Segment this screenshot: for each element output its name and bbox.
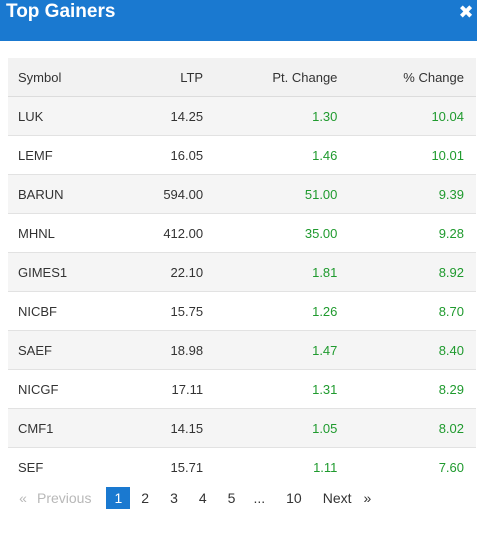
table-row[interactable]: SEF 15.71 1.11 7.60 <box>8 448 476 487</box>
table-row[interactable]: LUK 14.25 1.30 10.04 <box>8 96 476 136</box>
cell-symbol[interactable]: NICBF <box>8 291 117 331</box>
cell-pt-change: 1.81 <box>203 252 338 292</box>
page-3-button[interactable]: 3 <box>170 490 178 506</box>
cell-pt-change: 1.11 <box>313 459 338 475</box>
page-2-button[interactable]: 2 <box>141 490 150 506</box>
table-row[interactable]: BARUN 594.00 51.00 9.39 <box>8 174 476 214</box>
cell-pt-change: 1.46 <box>203 135 338 175</box>
cell-ltp: 17.11 <box>116 369 204 409</box>
table-row[interactable]: SAEF 18.98 1.47 8.40 <box>8 330 476 370</box>
cell-pct-change: 8.92 <box>337 252 476 292</box>
previous-page-button[interactable]: Previous <box>37 490 92 506</box>
page-10-button[interactable]: 10 <box>286 490 302 506</box>
column-header-ltp[interactable]: LTP <box>116 58 204 97</box>
page-5-button[interactable]: 5 <box>227 490 236 506</box>
cell-pct-change: 9.28 <box>337 213 476 253</box>
cell-ltp: 15.75 <box>116 291 204 331</box>
table-header-row: Symbol LTP Pt. Change % Change <box>8 58 476 97</box>
cell-symbol[interactable]: LUK <box>8 96 117 136</box>
table-row[interactable]: CMF1 14.15 1.05 8.02 <box>8 408 476 448</box>
table-row[interactable]: NICBF 15.75 1.26 8.70 <box>8 291 476 331</box>
page-4-button[interactable]: 4 <box>198 490 207 506</box>
cell-pct-change: 8.40 <box>337 330 476 370</box>
pagination-ellipsis: ... <box>253 490 266 506</box>
cell-pt-change: 35.00 <box>203 213 338 253</box>
cell-pt-change: 1.47 <box>203 330 338 370</box>
cell-pt-change: 1.26 <box>203 291 338 331</box>
cell-symbol[interactable]: CMF1 <box>8 408 117 448</box>
cell-pt-change: 1.30 <box>203 96 338 136</box>
cell-pct-change: 8.29 <box>337 369 476 409</box>
first-page-button[interactable]: « <box>19 490 27 506</box>
cell-ltp: 16.05 <box>116 135 204 175</box>
cell-symbol[interactable]: LEMF <box>8 135 117 175</box>
column-header-symbol[interactable]: Symbol <box>8 58 117 97</box>
cell-pt-change: 1.31 <box>203 369 338 409</box>
cell-symbol[interactable]: BARUN <box>8 174 117 214</box>
pagination: « Previous 1 2 3 4 5 ... 10 Next » <box>16 487 371 509</box>
page-1-button[interactable]: 1 <box>106 487 131 509</box>
cell-ltp: 15.71 <box>170 459 204 475</box>
cell-symbol[interactable]: SEF <box>18 459 44 475</box>
cell-ltp: 18.98 <box>116 330 204 370</box>
table-row[interactable]: LEMF 16.05 1.46 10.01 <box>8 135 476 175</box>
cell-pt-change: 1.05 <box>203 408 338 448</box>
column-header-pt-change[interactable]: Pt. Change <box>203 58 338 97</box>
table-row[interactable]: MHNL 412.00 35.00 9.28 <box>8 213 476 253</box>
dialog-title: Top Gainers <box>6 1 116 22</box>
cell-ltp: 594.00 <box>116 174 204 214</box>
cell-ltp: 412.00 <box>116 213 204 253</box>
cell-pct-change: 9.39 <box>337 174 476 214</box>
cell-pct-change: 8.02 <box>337 408 476 448</box>
table-row[interactable]: NICGF 17.11 1.31 8.29 <box>8 369 476 409</box>
cell-pct-change: 7.60 <box>438 459 464 475</box>
cell-symbol[interactable]: NICGF <box>8 369 117 409</box>
column-header-pct-change[interactable]: % Change <box>337 58 476 97</box>
cell-pt-change: 51.00 <box>203 174 338 214</box>
cell-pct-change: 10.01 <box>337 135 476 175</box>
table-row[interactable]: GIMES1 22.10 1.81 8.92 <box>8 252 476 292</box>
gainers-table: Symbol LTP Pt. Change % Change LUK 14.25… <box>8 58 476 486</box>
last-page-button[interactable]: » <box>363 490 372 506</box>
close-icon[interactable]: ✖ <box>458 2 474 22</box>
cell-symbol[interactable]: MHNL <box>8 213 117 253</box>
cell-ltp: 14.25 <box>116 96 204 136</box>
cell-symbol[interactable]: SAEF <box>8 330 117 370</box>
cell-symbol[interactable]: GIMES1 <box>8 252 117 292</box>
cell-ltp: 14.15 <box>116 408 204 448</box>
cell-pct-change: 10.04 <box>337 96 476 136</box>
dialog-header: Top Gainers ✖ <box>0 0 477 41</box>
cell-pct-change: 8.70 <box>337 291 476 331</box>
next-page-button[interactable]: Next <box>322 490 352 506</box>
cell-ltp: 22.10 <box>116 252 204 292</box>
